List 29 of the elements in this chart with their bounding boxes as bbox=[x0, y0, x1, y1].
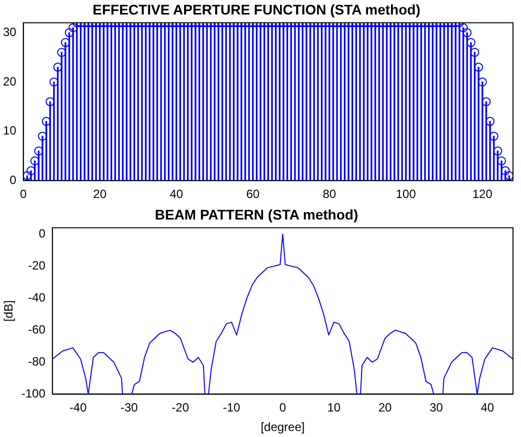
x-tick-label: 40 bbox=[480, 400, 494, 415]
x-tick-label: 30 bbox=[430, 400, 444, 415]
y-tick-label: 0 bbox=[10, 172, 17, 187]
x-tick-label: 100 bbox=[396, 187, 416, 202]
x-tick-label: 10 bbox=[327, 400, 341, 415]
x-tick-label: -10 bbox=[222, 400, 241, 415]
x-tick-label: 0 bbox=[279, 400, 286, 415]
chart-title: BEAM PATTERN (STA method) bbox=[154, 206, 358, 222]
x-tick-label: -30 bbox=[120, 400, 138, 415]
y-tick-label: 20 bbox=[2, 74, 17, 88]
y-tick-label: -60 bbox=[28, 322, 46, 337]
y-tick-label: 10 bbox=[2, 124, 17, 138]
y-tick-label: -40 bbox=[28, 290, 46, 305]
x-tick-label: -20 bbox=[172, 400, 190, 415]
y-tick-label: -20 bbox=[28, 258, 46, 273]
x-axis-title: [degree] bbox=[260, 420, 305, 434]
x-tick-label: 20 bbox=[93, 187, 107, 202]
y-tick-label: -80 bbox=[28, 354, 46, 369]
y-tick-label: 30 bbox=[2, 24, 17, 39]
x-tick-label: 120 bbox=[472, 187, 493, 202]
x-tick-label: 20 bbox=[378, 400, 392, 415]
chart-title: EFFECTIVE APERTURE FUNCTION (STA method) bbox=[92, 1, 420, 18]
x-tick-label: 80 bbox=[322, 187, 336, 202]
y-axis-title: [dB] bbox=[2, 300, 16, 322]
x-tick-label: 60 bbox=[246, 187, 260, 202]
y-tick-label: -100 bbox=[21, 386, 46, 401]
y-tick-label: 0 bbox=[38, 226, 46, 241]
x-tick-label: 40 bbox=[170, 187, 184, 202]
x-tick-label: -40 bbox=[69, 400, 88, 415]
